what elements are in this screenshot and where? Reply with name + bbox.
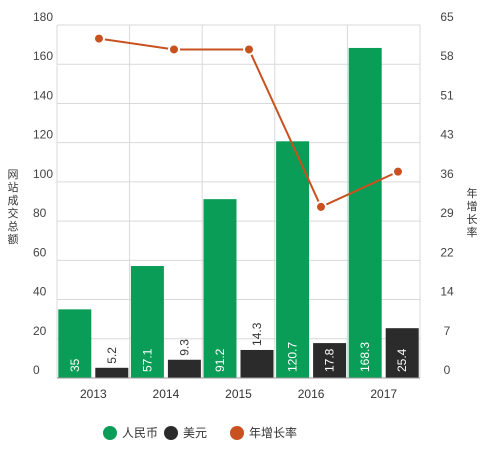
axes: 0 20 40 60 80 100 120 140 160 180 0 7 14 22 29 36 43 51 58… — [8, 10, 478, 401]
y-tick-label: 40 — [33, 285, 47, 299]
y-tick-label: 80 — [33, 206, 47, 220]
bar-usd-value-label: 17.8 — [323, 348, 337, 372]
bar-rmb — [276, 141, 310, 378]
bar-usd-value-label: 9.3 — [177, 339, 191, 356]
bar-rmb-value-label: 168.3 — [358, 342, 372, 372]
legend: 人民币 美元 年增长率 — [103, 425, 297, 440]
y-tick-label: 120 — [33, 128, 53, 142]
bar-rmb — [348, 47, 382, 378]
y2-tick-label: 51 — [440, 88, 454, 102]
legend-marker — [103, 426, 117, 440]
y-tick-label: 0 — [33, 363, 40, 377]
growth-point — [243, 43, 255, 56]
bars: 35 5.2 57.1 9.3 91.2 14.3 120.7 17.8 168.3 25.4 — [58, 47, 419, 378]
y-tick-label: 160 — [33, 49, 53, 63]
y-axis-title: 网站成交总额 — [8, 169, 19, 246]
y-tick-label: 20 — [33, 324, 47, 338]
growth-line — [93, 32, 404, 213]
bar-usd — [167, 359, 201, 378]
growth-point — [93, 32, 105, 45]
bar-usd-value-label: 25.4 — [395, 348, 409, 372]
x-tick-label: 2017 — [370, 387, 397, 401]
bar-usd — [385, 328, 419, 378]
bar-rmb — [203, 199, 237, 378]
y-tick-label: 100 — [33, 167, 53, 181]
x-tick-label: 2014 — [153, 387, 180, 401]
legend-marker — [230, 426, 244, 440]
bar-rmb-value-label: 91.2 — [213, 348, 227, 372]
y-tick-label: 140 — [33, 88, 53, 102]
y-tick-label: 180 — [33, 10, 53, 24]
bar-rmb-value-label: 57.1 — [140, 348, 154, 372]
growth-point — [392, 165, 404, 178]
growth-point — [315, 200, 327, 213]
y2-tick-label: 14 — [440, 285, 454, 299]
y2-tick-label: 29 — [440, 206, 454, 220]
growth-point — [168, 43, 180, 56]
bar-usd-value-label: 14.3 — [250, 322, 264, 346]
x-tick-label: 2015 — [225, 387, 252, 401]
bar-rmb-value-label: 120.7 — [286, 342, 300, 372]
bar-usd — [240, 349, 274, 378]
legend-marker — [164, 426, 178, 440]
bar-rmb — [58, 309, 92, 378]
legend-label: 年增长率 — [249, 425, 297, 440]
x-tick-label: 2016 — [298, 387, 325, 401]
y2-tick-label: 22 — [440, 245, 454, 259]
y2-tick-label: 0 — [444, 363, 451, 377]
bar-usd-value-label: 5.2 — [105, 347, 119, 364]
x-tick-label: 2013 — [80, 387, 107, 401]
y2-tick-label: 65 — [440, 10, 454, 24]
bar-usd — [95, 367, 129, 378]
y2-tick-label: 7 — [444, 324, 451, 338]
legend-label: 人民币 — [122, 426, 158, 440]
bar-rmb-value-label: 35 — [68, 358, 82, 372]
y-tick-label: 60 — [33, 245, 47, 259]
grid-lines — [56, 24, 421, 379]
y2-axis-title: 年增长率 — [467, 186, 478, 239]
legend-label: 美元 — [183, 426, 207, 440]
y2-tick-label: 58 — [440, 49, 454, 63]
bar-rmb — [130, 266, 164, 378]
y2-tick-label: 36 — [440, 167, 454, 181]
bar-usd — [313, 343, 347, 378]
y2-tick-label: 43 — [440, 128, 454, 142]
